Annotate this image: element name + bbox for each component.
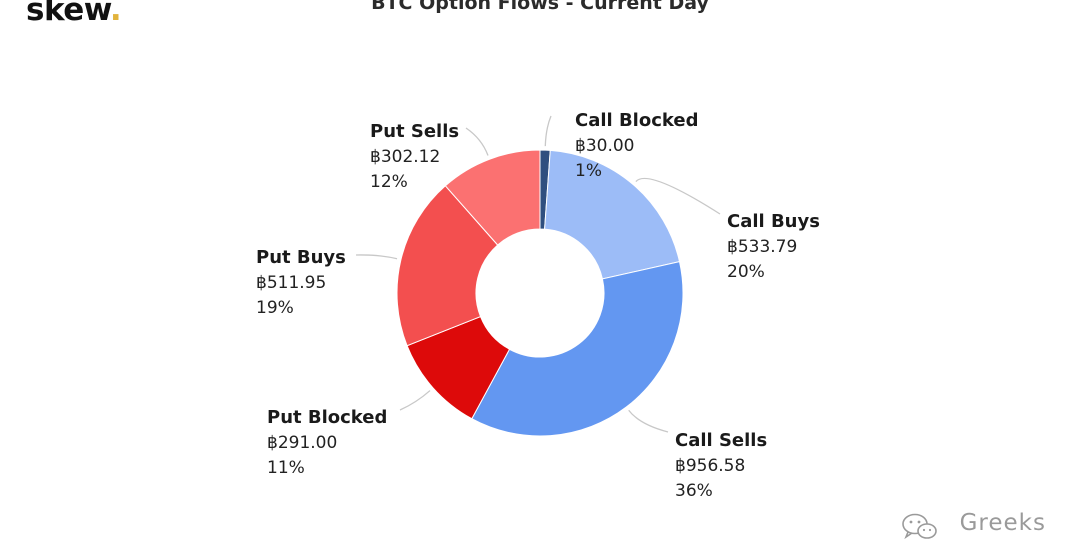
leader-line-call-sells bbox=[628, 409, 669, 433]
label-percent-call-sells: 36% bbox=[675, 481, 713, 501]
logo-text: skew bbox=[26, 0, 110, 28]
label-name-put-buys: Put Buys bbox=[256, 247, 346, 268]
label-name-put-blocked: Put Blocked bbox=[267, 407, 387, 428]
chart-slices bbox=[396, 149, 684, 437]
skew-logo: skew. bbox=[26, 0, 122, 28]
label-percent-call-buys: 20% bbox=[727, 262, 765, 282]
chart-title: BTC Option Flows - Current Day bbox=[371, 0, 709, 14]
label-value-call-sells: ฿956.58 bbox=[675, 456, 745, 476]
chart-leader-lines bbox=[355, 115, 721, 433]
watermark-text: Greeks bbox=[959, 510, 1046, 536]
label-percent-put-sells: 12% bbox=[370, 172, 408, 192]
slice-put-buys[interactable] bbox=[396, 185, 499, 347]
label-name-call-blocked: Call Blocked bbox=[575, 110, 698, 131]
label-value-call-blocked: ฿30.00 bbox=[575, 136, 634, 156]
leader-line-call-buys bbox=[635, 177, 721, 215]
label-value-put-sells: ฿302.12 bbox=[370, 147, 440, 167]
leader-line-put-blocked bbox=[399, 390, 431, 411]
wechat-icon bbox=[902, 513, 937, 540]
leader-line-call-blocked bbox=[544, 115, 552, 147]
chart-data-labels: Call Blocked ฿30.00 1% Call Buys ฿533.79 20% C… bbox=[256, 110, 820, 501]
label-name-call-buys: Call Buys bbox=[727, 211, 820, 232]
label-percent-put-blocked: 11% bbox=[267, 458, 305, 478]
label-name-put-sells: Put Sells bbox=[370, 121, 459, 142]
leader-line-put-sells bbox=[465, 127, 489, 156]
slice-put-sells[interactable] bbox=[444, 149, 541, 246]
label-name-call-sells: Call Sells bbox=[675, 430, 767, 451]
label-percent-put-buys: 19% bbox=[256, 298, 294, 318]
slice-call-sells[interactable] bbox=[471, 260, 684, 437]
label-value-call-buys: ฿533.79 bbox=[727, 237, 797, 257]
label-value-put-blocked: ฿291.00 bbox=[267, 433, 337, 453]
leader-line-put-buys bbox=[355, 254, 398, 260]
logo-dot: . bbox=[109, 0, 122, 28]
slice-call-buys[interactable] bbox=[544, 149, 681, 280]
label-value-put-buys: ฿511.95 bbox=[256, 273, 326, 293]
label-percent-call-blocked: 1% bbox=[575, 161, 602, 181]
